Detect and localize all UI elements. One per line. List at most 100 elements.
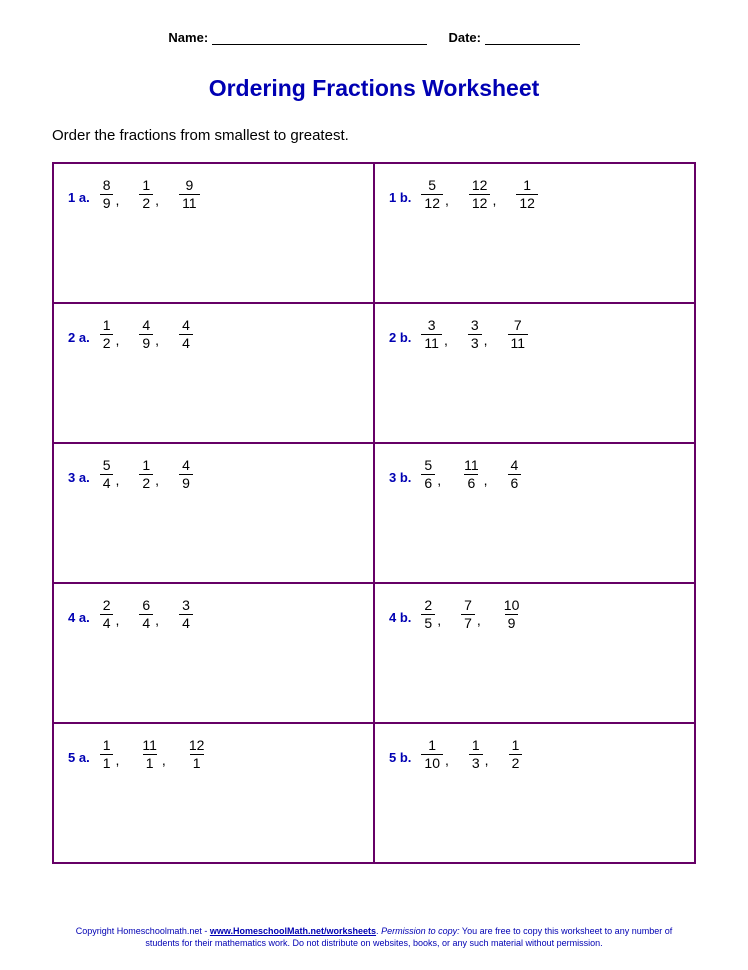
denominator: 5 [421,614,435,631]
separator-comma: , [477,612,481,632]
separator-comma: , [445,192,449,212]
numerator: 4 [139,318,153,334]
problem-label: 1 b. [389,178,411,205]
problem-label: 3 a. [68,458,90,485]
denominator: 2 [139,194,153,211]
fraction: 46 [508,458,522,492]
fractions-list: 12,49,44 [100,318,213,352]
fraction: 54 [100,458,114,492]
fraction: 111 [139,738,160,772]
problem-label: 1 a. [68,178,90,205]
problem-label: 4 a. [68,598,90,625]
fraction: 112 [516,178,538,212]
fraction: 25 [421,598,435,632]
fraction-item: 89, [100,178,120,212]
separator-comma: , [115,752,119,772]
fraction-item: 11, [100,738,120,772]
footer-copyright: Copyright Homeschoolmath.net - [76,926,210,936]
problems-grid: 1 a.89,12,9111 b.512,1212,1122 a.12,49,4… [52,162,696,864]
numerator: 4 [179,318,193,334]
denominator: 1 [100,754,114,771]
denominator: 1 [190,754,204,771]
fraction: 911 [179,178,200,212]
fraction-item: 121 [186,738,208,772]
fraction: 109 [501,598,523,632]
problem-cell: 3 a. 54,12,49 [53,443,374,583]
problem-label: 5 a. [68,738,90,765]
problem-cell: 5 b.110,13,12 [374,723,695,863]
fraction-item: 46 [508,458,522,492]
fraction-item: 109 [501,598,523,632]
fraction-item: 311, [421,318,447,352]
numerator: 1 [100,738,114,754]
denominator: 2 [509,754,523,771]
denominator: 12 [469,194,491,211]
grid-row: 5 a.11,111,1215 b.110,13,12 [53,723,695,863]
fraction-item: 77, [461,598,481,632]
separator-comma: , [437,612,441,632]
fraction: 44 [179,318,193,352]
fractions-list: 11,111,121 [100,738,228,772]
fraction-item: 1212, [469,178,496,212]
numerator: 12 [469,178,491,194]
header-line: Name: Date: [0,30,748,45]
numerator: 5 [100,458,114,474]
footer-link[interactable]: www.HomeschoolMath.net/worksheets [210,926,376,936]
numerator: 12 [186,738,208,754]
fraction: 64 [139,598,153,632]
fractions-list: 54,12,49 [100,458,213,492]
numerator: 1 [100,318,114,334]
separator-comma: , [492,192,496,212]
date-blank [485,31,580,45]
denominator: 11 [179,194,200,211]
denominator: 4 [179,334,193,351]
fraction-item: 13, [469,738,489,772]
fraction: 12 [100,318,114,352]
fraction-item: 12, [139,178,159,212]
fraction: 12 [509,738,523,772]
denominator: 9 [505,614,519,631]
separator-comma: , [484,332,488,352]
problem-label: 5 b. [389,738,411,765]
denominator: 6 [421,474,435,491]
numerator: 10 [501,598,523,614]
problem-label: 2 a. [68,318,90,345]
fractions-list: 25,77,109 [421,598,542,632]
denominator: 4 [179,614,193,631]
denominator: 4 [100,614,114,631]
fraction-item: 54, [100,458,120,492]
footer-permission-label: Permission to copy: [381,926,460,936]
fraction: 77 [461,598,475,632]
denominator: 1 [143,754,157,771]
footer: Copyright Homeschoolmath.net - www.Homes… [0,925,748,950]
numerator: 2 [421,598,435,614]
problem-cell: 5 a.11,111,121 [53,723,374,863]
grid-row: 4 a.24,64,344 b.25,77,109 [53,583,695,723]
fraction-item: 110, [421,738,448,772]
fraction: 512 [421,178,443,212]
denominator: 7 [461,614,475,631]
numerator: 7 [461,598,475,614]
grid-row: 1 a.89,12,9111 b.512,1212,112 [53,163,695,303]
numerator: 1 [469,738,483,754]
fraction-item: 112 [516,178,538,212]
problem-label: 4 b. [389,598,411,625]
problem-cell: 1 b.512,1212,112 [374,163,695,303]
problem-cell: 1 a. 89, 12, 911 [53,163,374,303]
worksheet-page: Name: Date: Ordering Fractions Worksheet… [0,0,748,970]
numerator: 1 [509,738,523,754]
separator-comma: , [115,332,119,352]
fraction-item: 25, [421,598,441,632]
fraction-item: 512, [421,178,448,212]
numerator: 2 [100,598,114,614]
problem-label: 3 b. [389,458,411,485]
denominator: 3 [468,334,482,351]
name-label: Name: [168,30,208,45]
fraction: 24 [100,598,114,632]
denominator: 4 [100,474,114,491]
separator-comma: , [437,472,441,492]
separator-comma: , [115,192,119,212]
denominator: 12 [516,194,538,211]
separator-comma: , [155,192,159,212]
fraction: 49 [179,458,193,492]
